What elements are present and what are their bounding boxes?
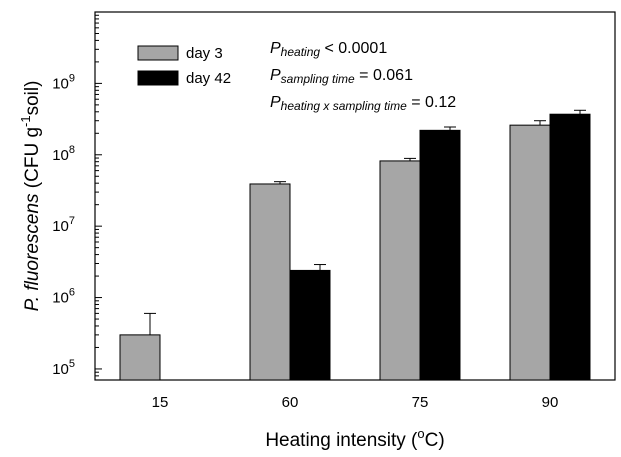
bar-day42-60 [289, 269, 331, 381]
bar-day3-15 [119, 334, 161, 381]
bar-day42-75 [419, 129, 461, 381]
stat-heating: Pheating < 0.0001 [270, 40, 387, 59]
y-tick-label: 105 [52, 358, 75, 378]
bar-day3-75 [379, 160, 421, 381]
y-tick-label: 107 [52, 215, 75, 235]
legend-swatch-day3 [137, 45, 179, 61]
bar-day3-60 [249, 183, 291, 381]
x-tick-label: 75 [412, 394, 429, 411]
statistics-annotations: Pheating < 0.0001 Psampling time = 0.061… [270, 40, 456, 113]
y-tick-label: 106 [52, 287, 75, 307]
x-tick-label: 90 [542, 394, 559, 411]
legend-label-day3: day 3 [186, 45, 223, 62]
y-axis-title: P. fluorescens (CFU g-1soil) [18, 81, 43, 312]
plot-area-frame [94, 11, 616, 381]
legend-label-day42: day 42 [186, 70, 231, 87]
y-tick-label: 108 [52, 144, 75, 164]
stat-interaction: Pheating x sampling time = 0.12 [270, 94, 456, 113]
x-tick-label: 60 [282, 394, 299, 411]
bar-day42-90 [549, 113, 591, 381]
bar-day3-90 [509, 124, 551, 381]
y-tick-label: 109 [52, 72, 75, 92]
stat-sampling-time: Psampling time = 0.061 [270, 67, 413, 86]
legend-swatch-day42 [137, 70, 179, 86]
x-axis-title: Heating intensity (oC) [265, 426, 444, 451]
legend: day 3 day 42 [137, 45, 231, 87]
x-tick-label: 15 [152, 394, 169, 411]
